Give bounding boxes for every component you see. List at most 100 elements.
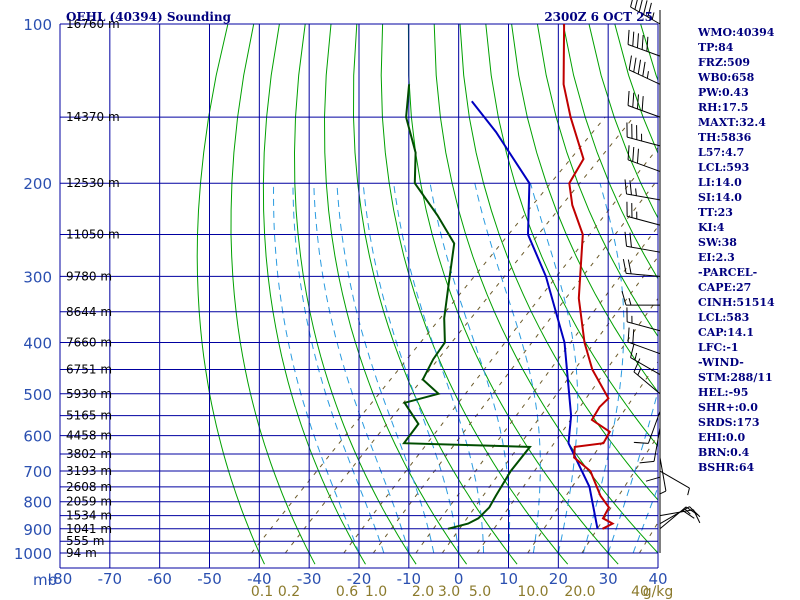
height-label: 6751 m [66,363,112,377]
moist-adiabat-line [272,183,360,554]
mixing-ratio-label: g/kg [643,584,674,600]
wind-barb-flag [624,179,628,195]
wind-barb-half-flag [646,71,649,79]
dry-adiabat-line [588,24,658,220]
dry-adiabat-line [323,24,468,565]
wind-barb-flag [622,259,627,274]
pressure-tick-label: 600 [23,428,52,446]
wind-barb-flag [685,506,699,516]
wind-barb-flag [627,29,630,45]
mixing-ratio-line [441,256,658,554]
wind-barb [626,307,661,332]
dry-adiabat-line [196,24,265,565]
wind-barb-flag [633,441,649,444]
wind-barb-staff [627,159,661,172]
wind-barb [659,470,690,496]
mixing-ratio-label: 2.0 [412,584,434,600]
wind-barb-flag [636,33,639,48]
height-label: 7660 m [66,335,112,349]
moist-adiabat-line [607,389,658,554]
dry-adiabat-line [770,24,800,564]
height-label: 3802 m [66,447,112,461]
parcel-trace [471,100,599,529]
wind-barb-flag [642,61,646,77]
height-label: 8644 m [66,305,112,319]
height-label: 11050 m [66,228,120,242]
wind-barb-staff [626,245,661,253]
moist-adiabat-line [530,183,579,554]
wind-barb-flag [629,180,632,195]
dry-adiabat-line [293,24,417,565]
mixing-ratio-label: 10.0 [517,584,548,600]
mixing-ratio-line [343,147,658,554]
dewpoint-trace [402,84,532,530]
wind-barb [626,201,661,226]
wind-barb-flag [634,0,638,10]
mixing-ratio-label: 20.0 [564,584,595,600]
wind-barb-flag [647,2,652,18]
wind-barb-staff [628,69,661,85]
wind-barb-flag [632,31,635,47]
dry-adiabat-line [433,24,658,554]
height-label: 5165 m [66,409,112,423]
dry-adiabat-line [380,24,569,565]
mixing-ratio-line [476,297,658,554]
wind-barb-flag [637,59,642,75]
wind-barb-flag [646,36,649,52]
pressure-temperature-grid [59,23,659,569]
temperature-tick-label: 20 [549,570,568,588]
wind-barb-staff [627,136,661,147]
dry-adiabat-line [536,24,658,338]
wind-barb [659,506,701,525]
wind-barb [630,0,661,25]
wind-barb-staff [627,44,661,57]
wind-barb [627,327,661,355]
wind-barb-staff [630,357,661,376]
wind-barb-staff [659,506,690,525]
wind-barb [624,231,661,253]
pressure-tick-label: 1000 [14,545,52,563]
profiles [402,24,615,530]
mixing-ratio-line [251,116,606,554]
wind-barb-half-flag [651,12,655,20]
dry-adiabat-line [459,24,658,501]
wind-barb-flag [641,35,644,50]
pressure-tick-label: 700 [23,463,52,481]
temperature-tick-label: -80 [48,570,73,588]
temperature-tick-label: 10 [499,570,518,588]
dry-adiabat-line [666,24,800,564]
wind-barb-flag [633,57,637,73]
mixing-ratio-line [415,225,658,554]
height-label: 9780 m [66,269,112,283]
wind-barb-half-flag [637,368,642,376]
wind-barb-flag [643,0,648,15]
wind-barb-flag [627,259,632,274]
wind-barb-staff [659,509,694,517]
moist-adiabat-line [582,183,625,554]
dry-adiabat-line [230,24,316,565]
moist-adiabat-line [657,551,658,553]
wind-barbs [621,0,701,553]
wind-barb-flag [636,94,639,109]
mixing-ratio-label: 3.0 [438,584,460,600]
height-label: 555 m [66,534,104,548]
dry-adiabat-line [744,24,800,564]
temperature-tick-label: -20 [347,570,372,588]
temperature-tick-label: -30 [297,570,322,588]
wind-barb [633,411,661,444]
dry-adiabat-line [692,24,800,564]
wind-barb [627,145,661,172]
height-label: 5930 m [66,387,112,401]
wind-barb-staff [659,457,667,492]
pressure-tick-label: 400 [23,334,52,352]
wind-barb-flag [630,343,635,358]
mixing-ratio-line [581,434,658,554]
dry-adiabat-line [511,24,658,394]
mixing-ratio-label: 5.0 [469,584,491,600]
background-lines [196,24,800,565]
wind-barb-flag [636,148,639,164]
mixing-ratio-label: 40 [631,584,649,600]
wind-barb-staff [630,6,661,25]
